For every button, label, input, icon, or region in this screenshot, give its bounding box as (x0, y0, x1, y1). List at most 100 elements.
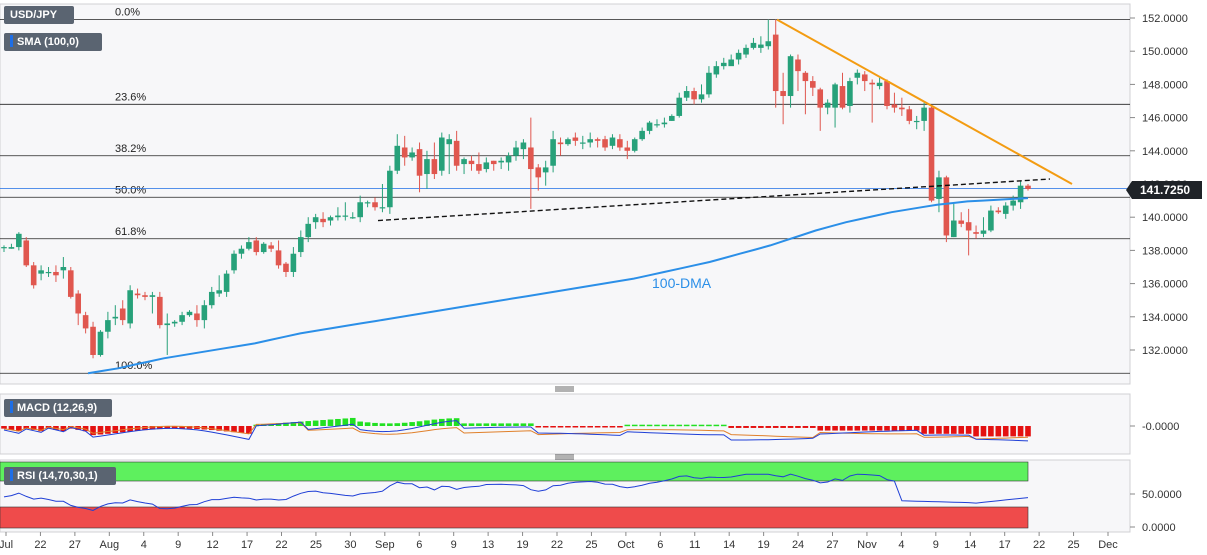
macd-histogram-bar (631, 424, 638, 427)
support-trendline (377, 178, 1051, 222)
candle-body (542, 167, 549, 173)
candle-body (142, 295, 148, 297)
x-tick-label: 22 (275, 539, 287, 551)
macd-histogram-bar (342, 418, 349, 426)
x-tick-label: Jul (0, 539, 13, 551)
macd-histogram-bar (157, 426, 163, 430)
macd-histogram-bar (965, 426, 972, 434)
rsi-badge[interactable]: RSI (14,70,30,1) (4, 467, 116, 485)
candle-body (528, 147, 534, 170)
candle-body (201, 305, 208, 321)
macd-histogram-bar (565, 426, 571, 428)
price-tick-label: 134.0000 (1142, 312, 1188, 324)
macd-histogram-bar (691, 424, 697, 427)
x-tick-label: 17 (241, 539, 253, 551)
candle-body (401, 147, 408, 158)
price-tick-label: 144.0000 (1142, 146, 1188, 158)
candle-body (691, 91, 697, 100)
rsi-color-swatch (10, 469, 13, 481)
candle-body (275, 250, 282, 266)
macd-line (3, 420, 1029, 442)
macd-histogram-bar (231, 426, 237, 433)
macd-histogram-bar (728, 426, 734, 428)
macd-badge[interactable]: MACD (12,26,9) (4, 399, 112, 417)
candle-body (824, 102, 831, 108)
macd-histogram-bar (223, 426, 230, 432)
candle-body (379, 207, 386, 209)
macd-histogram-bar (164, 426, 171, 429)
rsi-label: RSI (14,70,30,1) (17, 470, 98, 482)
candle-body (780, 91, 786, 97)
macd-histogram-bar (246, 426, 252, 434)
macd-histogram-bar (394, 423, 401, 426)
x-tick-label: 22 (551, 539, 563, 551)
macd-histogram-bar (891, 426, 898, 431)
candle-body (587, 139, 594, 143)
macd-histogram-bar (750, 426, 757, 428)
macd-color-swatch (10, 401, 13, 413)
x-tick-label: 9 (451, 539, 457, 551)
macd-histogram-bar (505, 423, 512, 426)
macd-histogram-bar (535, 426, 542, 428)
sma-badge[interactable]: SMA (100,0) (4, 33, 102, 51)
candle-body (505, 155, 512, 163)
candle-body (105, 320, 111, 332)
macd-histogram-bar (424, 420, 430, 426)
x-tick-label: Sep (375, 539, 395, 551)
macd-histogram-bar (817, 426, 824, 431)
macd-histogram-bar (743, 426, 749, 428)
candle-body (112, 316, 119, 319)
macd-histogram-bar (372, 422, 378, 426)
candle-body (609, 137, 616, 146)
macd-histogram-bar (899, 426, 905, 431)
candle-body (171, 321, 178, 324)
candle-body (157, 296, 163, 326)
macd-histogram-bar (38, 426, 44, 432)
x-tick-label: 4 (141, 539, 147, 551)
candle-body (884, 81, 890, 106)
candle-body (594, 139, 601, 141)
candle-body (246, 242, 252, 249)
candle-body (646, 122, 653, 131)
macd-histogram-bar (60, 426, 67, 432)
macd-histogram-bar (208, 426, 215, 431)
x-tick-label: 27 (69, 539, 81, 551)
macd-histogram-bar (283, 422, 289, 426)
candle-body (30, 265, 37, 286)
x-tick-label: 14 (964, 539, 976, 551)
candle-body (1010, 200, 1016, 206)
candle-body (60, 267, 67, 271)
candle-body (950, 220, 957, 238)
candle-body (431, 159, 438, 175)
macd-histogram-bar (238, 426, 245, 433)
macd-histogram-bar (988, 426, 994, 437)
macd-histogram-bar (550, 426, 556, 428)
candle-body (995, 210, 1002, 213)
macd-histogram-bar (594, 426, 601, 428)
price-tick-label: 138.0000 (1142, 245, 1188, 257)
candle-body (772, 34, 779, 92)
rsi-oversold-band (0, 506, 1029, 529)
sma-label: SMA (100,0) (17, 36, 79, 48)
candle-body (149, 295, 156, 297)
candle-body (335, 215, 341, 218)
candle-body (82, 315, 89, 329)
macd-histogram-bar (542, 426, 549, 428)
macd-histogram-bar (468, 423, 475, 426)
candle-body (312, 217, 319, 223)
macd-histogram-bar (854, 426, 861, 431)
macd-histogram-bar (735, 426, 742, 428)
fib-level-label: 61.8% (115, 226, 146, 238)
candle-body (283, 263, 289, 272)
candle-body (750, 42, 757, 48)
candle-body (305, 223, 312, 238)
candle-body (787, 56, 794, 97)
x-tick-label: 9 (175, 539, 181, 551)
sma-color-swatch (10, 35, 13, 47)
macd-histogram-bar (847, 426, 853, 431)
macd-histogram-bar (676, 424, 683, 427)
candle-body (372, 202, 378, 208)
macd-histogram-bar (639, 424, 645, 427)
candle-body (260, 243, 267, 253)
macd-histogram-bar (884, 426, 890, 431)
